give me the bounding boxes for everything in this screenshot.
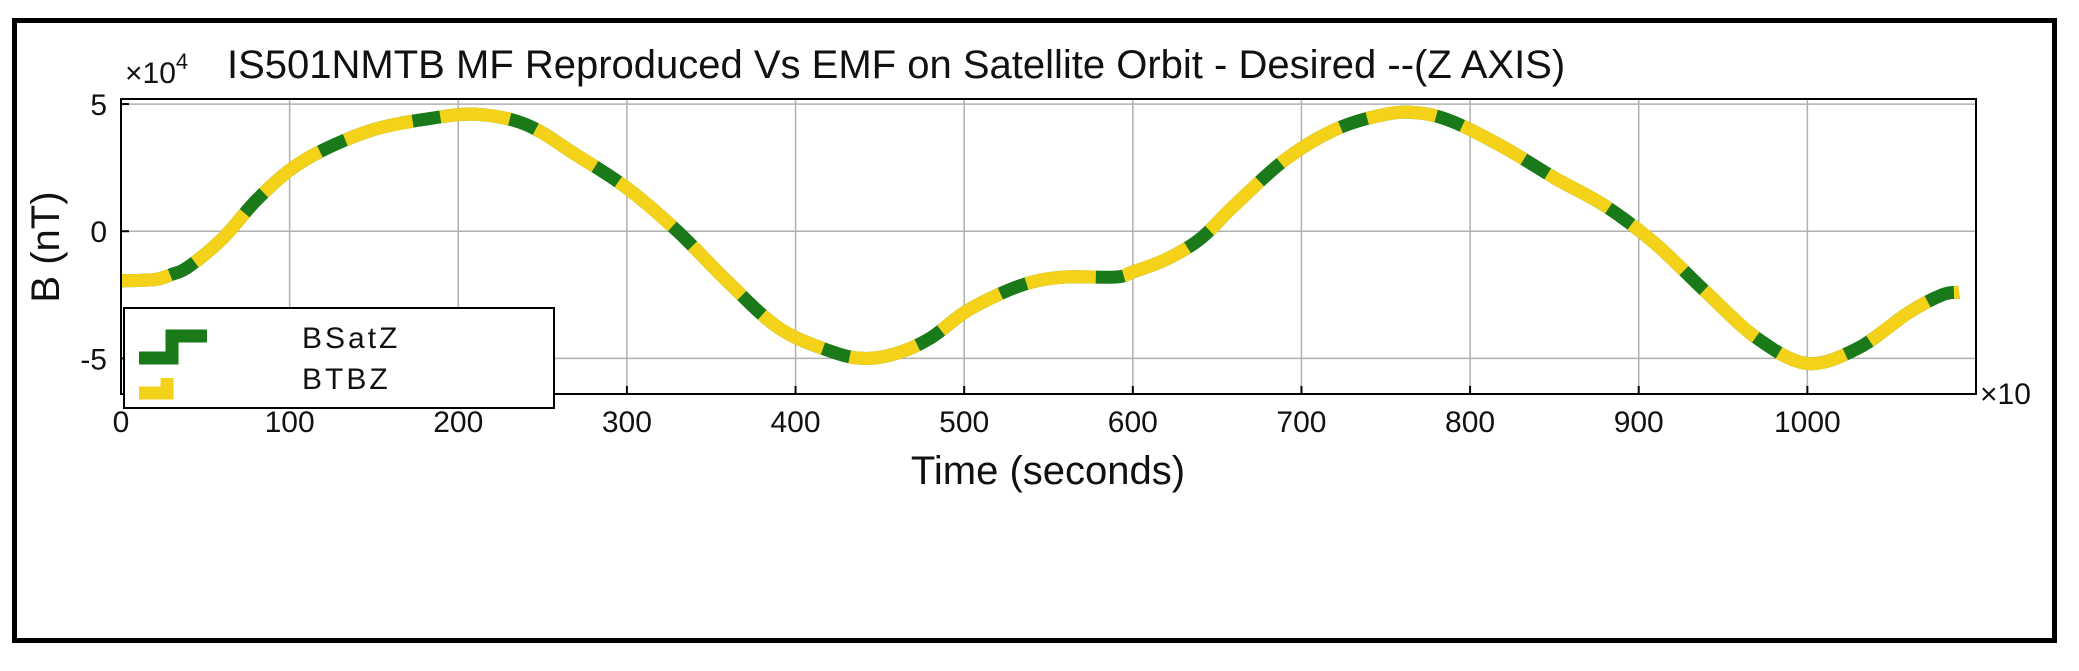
series-line-btbz (120, 105, 1961, 371)
x-axis-label: Time (seconds) (911, 449, 1185, 493)
x-multiplier: ×10 (1980, 378, 2031, 411)
legend-box (123, 307, 555, 409)
y-tick-label: 5 (90, 89, 107, 122)
y-tick-label: -5 (80, 343, 107, 376)
x-tick-label: 600 (1108, 406, 1158, 439)
x-tick-label: 200 (433, 406, 483, 439)
legend-swatch-btbz (139, 378, 174, 400)
series-layer (120, 105, 1961, 371)
y-multiplier: ×104 (125, 49, 188, 90)
x-tick-label: 300 (602, 406, 652, 439)
chart-frame: 0 100 200 300 400 500 600 700 800 900 1000 5 0 -5 IS5… (12, 18, 2057, 643)
x-tick-label: 800 (1445, 406, 1495, 439)
legend-swatch-bsatz (139, 329, 207, 365)
y-tick-label: 0 (90, 216, 107, 249)
legend: BSatZ BTBZ (123, 307, 555, 409)
y-multiplier-exponent: 4 (176, 49, 188, 74)
x-tick-label: 0 (113, 406, 130, 439)
x-tick-label: 900 (1614, 406, 1664, 439)
x-tick-label: 400 (771, 406, 821, 439)
legend-label-bsatz: BSatZ (302, 322, 400, 355)
x-tick-label: 100 (265, 406, 315, 439)
x-tick-label: 1000 (1774, 406, 1841, 439)
x-tick-label: 500 (939, 406, 989, 439)
legend-label-btbz: BTBZ (302, 363, 391, 396)
axes-box (120, 98, 1977, 395)
y-multiplier-base: ×10 (125, 57, 176, 90)
chart-title: IS501NMTB MF Reproduced Vs EMF on Satell… (227, 43, 1565, 87)
y-axis-label: B (nT) (24, 191, 68, 302)
x-tick-label: 700 (1276, 406, 1326, 439)
